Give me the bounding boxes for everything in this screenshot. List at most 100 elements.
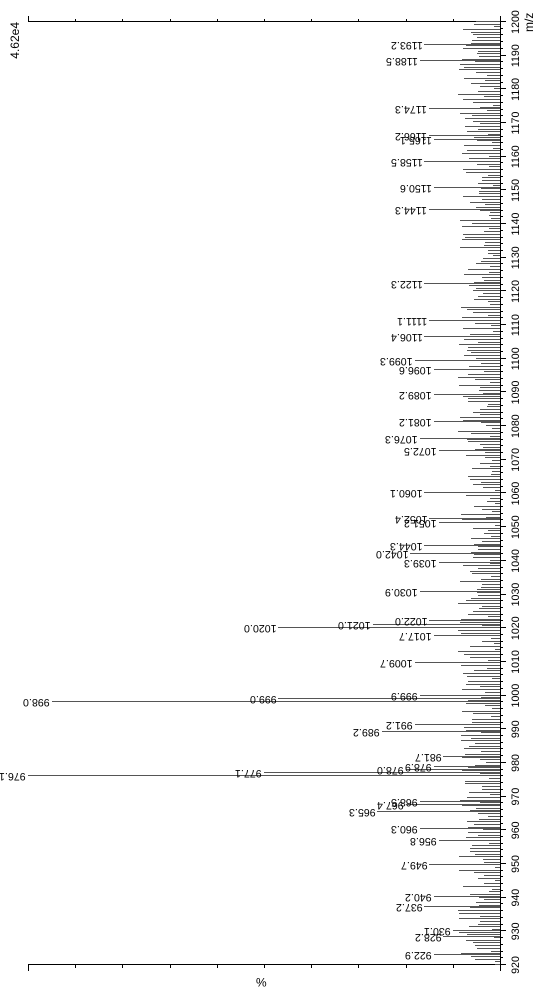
peak-label: 1076.3: [385, 433, 418, 445]
spectrum-peak: [465, 783, 500, 784]
x-tick-minor: [500, 75, 503, 76]
spectrum-peak: [491, 218, 500, 219]
spectrum-peak: [495, 867, 500, 868]
spectrum-peak: [466, 600, 500, 601]
spectrum-peak: [482, 606, 500, 607]
spectrum-peak: [463, 396, 500, 397]
x-tick-major: [500, 290, 506, 291]
spectrum-peak: [488, 404, 500, 405]
spectrum-peak: [492, 511, 500, 512]
spectrum-peak: [478, 342, 500, 343]
spectrum-peak: [475, 379, 500, 380]
spectrum-peak: [491, 325, 500, 326]
spectrum-peak: [478, 595, 500, 596]
spectrum-peak: [490, 304, 500, 305]
rotated-plot-wrapper: 4.62e4 920930940950960970980990100010101…: [0, 0, 554, 1000]
spectrum-peak: [481, 587, 500, 588]
x-tick-label: 1200: [510, 10, 522, 34]
spectrum-peak: [487, 110, 500, 111]
spectrum-peak: [473, 121, 500, 122]
spectrum-peak: [434, 766, 500, 767]
x-tick-minor: [500, 304, 503, 305]
x-tick-minor: [500, 102, 503, 103]
spectrum-peak: [470, 571, 500, 572]
x-tick-label: 1000: [510, 684, 522, 708]
spectrum-peak: [465, 781, 500, 782]
spectrum-peak: [459, 932, 500, 933]
spectrum-peak: [473, 102, 500, 103]
y-tick-right: [358, 19, 359, 22]
x-tick-label: 1150: [510, 179, 522, 202]
spectrum-peak: [480, 921, 500, 922]
x-tick-minor: [500, 641, 503, 642]
x-tick-minor: [500, 284, 503, 285]
spectrum-peak: [486, 762, 500, 763]
spectrum-peak: [485, 452, 500, 453]
spectrum-peak: [474, 824, 500, 825]
spectrum-peak: [478, 835, 500, 836]
spectrum-peak: [459, 385, 500, 386]
x-tick-major: [500, 930, 506, 931]
spectrum-peak: [484, 899, 500, 900]
spectrum-peak: [482, 180, 500, 181]
spectrum-peak: [466, 684, 500, 685]
peak-label: 922.9: [405, 949, 432, 961]
spectrum-peak: [494, 26, 500, 27]
peak-label: 999.0: [250, 693, 277, 705]
x-tick-minor: [500, 775, 503, 776]
x-tick-minor: [500, 890, 503, 891]
spectrum-peak: [415, 360, 500, 361]
spectrum-peak: [278, 627, 500, 628]
y-tick-minor: [75, 965, 76, 968]
spectrum-peak: [410, 553, 500, 554]
x-tick-minor: [500, 789, 503, 790]
peak-label: 998.0: [23, 696, 50, 708]
x-tick-major: [500, 156, 506, 157]
spectrum-peak: [464, 727, 500, 728]
spectrum-peak: [480, 444, 500, 445]
spectrum-peak: [429, 620, 500, 621]
spectrum-peak: [481, 422, 500, 423]
y-tick-minor: [311, 965, 312, 968]
spectrum-peak: [475, 743, 500, 744]
spectrum-peak: [466, 703, 500, 704]
spectrum-peak: [472, 223, 500, 224]
x-tick-minor: [500, 782, 503, 783]
x-tick-label: 960: [510, 821, 522, 839]
peak-label: 1017.7: [399, 630, 432, 642]
x-tick-major: [500, 391, 506, 392]
peak-label: 1081.2: [399, 416, 432, 428]
spectrum-peak: [434, 139, 500, 140]
x-tick-minor: [500, 418, 503, 419]
spectrum-peak: [463, 196, 500, 197]
x-tick-minor: [500, 432, 503, 433]
x-tick-minor: [500, 506, 503, 507]
x-tick-label: 1140: [510, 213, 522, 236]
x-tick-minor: [500, 149, 503, 150]
spectrum-peak: [476, 902, 500, 903]
spectrum-peak: [415, 662, 500, 663]
peak-label: 991.2: [386, 719, 413, 731]
y-tick-right: [453, 19, 454, 22]
x-tick-minor: [500, 61, 503, 62]
x-tick-label: 1040: [510, 549, 522, 573]
peak-label: 965.3: [349, 806, 376, 818]
spectrum-peak: [434, 369, 500, 370]
spectrum-peak: [470, 851, 500, 852]
x-tick-minor: [500, 169, 503, 170]
spectrum-peak: [463, 565, 500, 566]
spectrum-peak: [485, 242, 500, 243]
spectrum-peak: [481, 579, 500, 580]
spectrum-peak: [485, 457, 500, 458]
spectrum-peak: [373, 624, 500, 625]
x-tick-minor: [500, 957, 503, 958]
spectrum-peak: [490, 382, 500, 383]
spectrum-peak: [471, 538, 500, 539]
spectrum-peak: [477, 140, 500, 141]
intensity-scale-label: 4.62e4: [8, 22, 22, 59]
spectrum-peak: [439, 562, 500, 563]
x-tick-major: [500, 55, 506, 56]
spectrum-peak: [462, 226, 500, 227]
x-tick-minor: [500, 540, 503, 541]
x-tick-minor: [500, 210, 503, 211]
